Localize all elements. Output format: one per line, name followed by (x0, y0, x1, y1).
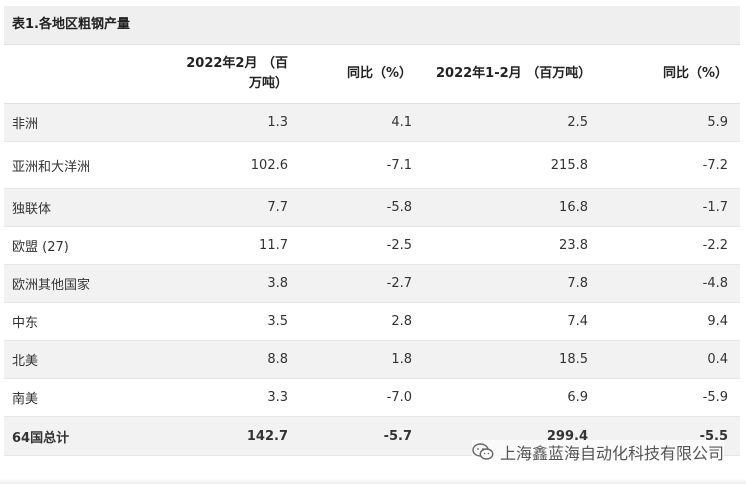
value-cell: 3.5 (164, 302, 300, 341)
value-cell: 0.4 (600, 340, 740, 379)
region-cell: 独联体 (4, 188, 164, 227)
table-row: 亚洲和大洋洲 102.6 -7.1 215.8 -7.2 (4, 141, 740, 189)
value-cell: 8.8 (164, 340, 300, 379)
value-cell: -7.0 (300, 378, 424, 417)
value-cell: 3.8 (164, 264, 300, 303)
value-cell: 5.9 (600, 103, 740, 142)
value-cell: 3.3 (164, 378, 300, 417)
header-janfeb-yoy: 同比（%） (600, 45, 740, 104)
region-cell: 欧盟 (27) (4, 226, 164, 265)
header-janfeb-output: 2022年1-2月 （百万吨） (424, 45, 600, 104)
value-cell: 1.3 (164, 103, 300, 142)
region-cell: 中东 (4, 302, 164, 341)
table-header-row: 2022年2月 （百万吨） 同比（%） 2022年1-2月 （百万吨） 同比（%… (4, 45, 740, 104)
region-cell: 南美 (4, 378, 164, 417)
value-cell: 1.8 (300, 340, 424, 379)
value-cell: -5.9 (600, 378, 740, 417)
table-row: 北美 8.8 1.8 18.5 0.4 (4, 340, 740, 379)
total-label: 64国总计 (4, 416, 164, 456)
table-row: 南美 3.3 -7.0 6.9 -5.9 (4, 378, 740, 417)
wechat-icon (472, 443, 494, 460)
value-cell: 2.5 (424, 103, 600, 142)
header-feb-output: 2022年2月 （百万吨） (164, 45, 300, 104)
region-cell: 亚洲和大洋洲 (4, 141, 164, 189)
table-row: 欧盟 (27) 11.7 -2.5 23.8 -2.2 (4, 226, 740, 265)
table-caption: 表1.各地区粗钢产量 (4, 6, 740, 45)
total-value-cell: -5.7 (300, 416, 424, 456)
value-cell: -2.5 (300, 226, 424, 265)
value-cell: 7.4 (424, 302, 600, 341)
table-row: 独联体 7.7 -5.8 16.8 -1.7 (4, 188, 740, 227)
table-row: 非洲 1.3 4.1 2.5 5.9 (4, 103, 740, 142)
steel-output-table: 2022年2月 （百万吨） 同比（%） 2022年1-2月 （百万吨） 同比（%… (4, 45, 740, 456)
region-cell: 北美 (4, 340, 164, 379)
value-cell: 9.4 (600, 302, 740, 341)
value-cell: 23.8 (424, 226, 600, 265)
region-cell: 欧洲其他国家 (4, 264, 164, 303)
watermark-text: 上海鑫蓝海自动化科技有限公司 (499, 444, 724, 463)
value-cell: 11.7 (164, 226, 300, 265)
value-cell: -2.2 (600, 226, 740, 265)
value-cell: 6.9 (424, 378, 600, 417)
value-cell: 2.8 (300, 302, 424, 341)
value-cell: 4.1 (300, 103, 424, 142)
value-cell: -7.2 (600, 141, 740, 189)
value-cell: 7.7 (164, 188, 300, 227)
value-cell: -1.7 (600, 188, 740, 227)
value-cell: -5.8 (300, 188, 424, 227)
value-cell: -4.8 (600, 264, 740, 303)
value-cell: -2.7 (300, 264, 424, 303)
watermark: 上海鑫蓝海自动化科技有限公司 (471, 440, 724, 464)
total-value-cell: 142.7 (164, 416, 300, 456)
value-cell: 215.8 (424, 141, 600, 189)
region-cell: 非洲 (4, 103, 164, 142)
header-feb-yoy: 同比（%） (300, 45, 424, 104)
value-cell: -7.1 (300, 141, 424, 189)
value-cell: 102.6 (164, 141, 300, 189)
total-row: 64国总计 142.7 -5.7 299.4 -5.5 (4, 416, 740, 456)
table-row: 欧洲其他国家 3.8 -2.7 7.8 -4.8 (4, 264, 740, 303)
value-cell: 7.8 (424, 264, 600, 303)
bottom-edge (0, 478, 746, 484)
steel-output-table-container: 表1.各地区粗钢产量 2022年2月 （百万吨） 同比（%） 2022年1-2月… (4, 6, 740, 456)
value-cell: 16.8 (424, 188, 600, 227)
header-region (4, 45, 164, 104)
value-cell: 18.5 (424, 340, 600, 379)
table-row: 中东 3.5 2.8 7.4 9.4 (4, 302, 740, 341)
